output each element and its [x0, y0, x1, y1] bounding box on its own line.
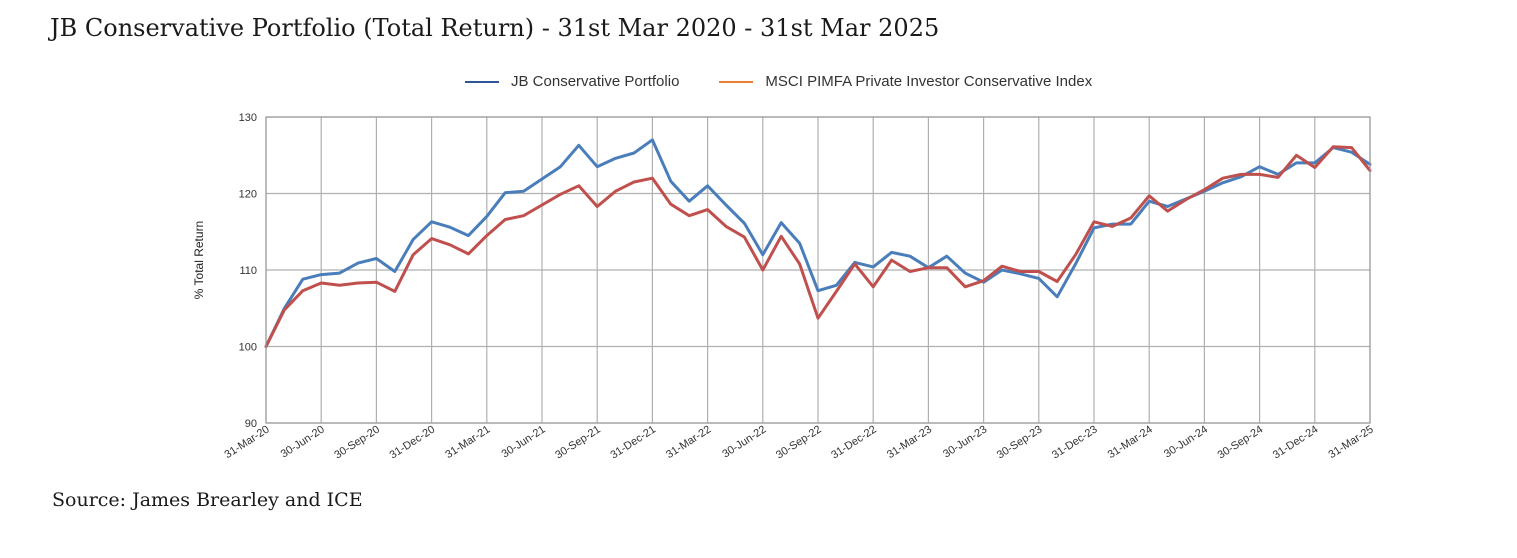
y-tick-label-2: 110	[239, 265, 257, 277]
y-tick-label-0: 90	[245, 418, 257, 430]
y-tick-label-3: 120	[239, 189, 257, 201]
y-axis-title: % Total Return	[192, 221, 206, 300]
x-tick-label-14: 30-Sep-23	[995, 423, 1045, 461]
y-axis-ticks: 90 100 110 120 130	[239, 112, 257, 430]
x-tick-label-6: 30-Sep-21	[553, 423, 603, 461]
grid	[265, 116, 1371, 424]
plot-border	[265, 116, 1371, 424]
legend-label-jb: JB Conservative Portfolio	[511, 73, 680, 90]
x-tick-label-17: 30-Jun-24	[1162, 423, 1210, 460]
legend-item-msci: MSCI PIMFA Private Investor Conservative…	[719, 73, 1092, 90]
chart-legend: JB Conservative Portfolio MSCI PIMFA Pri…	[465, 73, 1132, 90]
x-tick-label-5: 30-Jun-21	[500, 423, 548, 460]
x-axis-ticks: 31-Mar-20 30-Jun-20 30-Sep-20 31-Dec-20 31-M…	[223, 423, 1376, 461]
legend-swatch-jb	[465, 80, 499, 83]
x-tick-label-15: 31-Dec-23	[1050, 423, 1100, 461]
x-tick-label-1: 30-Jun-20	[279, 423, 327, 460]
x-tick-label-3: 31-Dec-20	[388, 423, 438, 461]
series-lines	[264, 138, 1372, 348]
y-tick-label-1: 100	[239, 342, 257, 354]
series-line-1	[264, 145, 1372, 348]
chart-title: JB Conservative Portfolio (Total Return)…	[50, 14, 940, 42]
x-tick-label-16: 31-Mar-24	[1106, 423, 1155, 461]
x-tick-label-20: 31-Mar-25	[1327, 423, 1376, 461]
x-tick-label-11: 31-Dec-22	[829, 423, 879, 461]
source-note: Source: James Brearley and ICE	[52, 489, 363, 511]
x-tick-label-19: 31-Dec-24	[1271, 423, 1321, 461]
x-tick-label-9: 30-Jun-22	[720, 423, 768, 460]
legend-label-msci: MSCI PIMFA Private Investor Conservative…	[765, 73, 1093, 90]
x-tick-label-12: 31-Mar-23	[885, 423, 934, 461]
x-tick-label-7: 31-Dec-21	[608, 423, 658, 461]
x-tick-label-2: 30-Sep-20	[332, 423, 382, 461]
x-tick-label-4: 31-Mar-21	[443, 423, 492, 461]
legend-item-jb: JB Conservative Portfolio	[465, 73, 679, 90]
x-tick-label-18: 30-Sep-24	[1216, 423, 1266, 461]
y-tick-label-4: 130	[239, 112, 257, 124]
plot-frame	[265, 116, 1371, 424]
x-tick-label-8: 31-Mar-22	[664, 423, 713, 461]
legend-swatch-msci	[719, 80, 754, 83]
x-tick-label-10: 30-Sep-22	[774, 423, 824, 461]
x-tick-label-13: 30-Jun-23	[941, 423, 989, 460]
